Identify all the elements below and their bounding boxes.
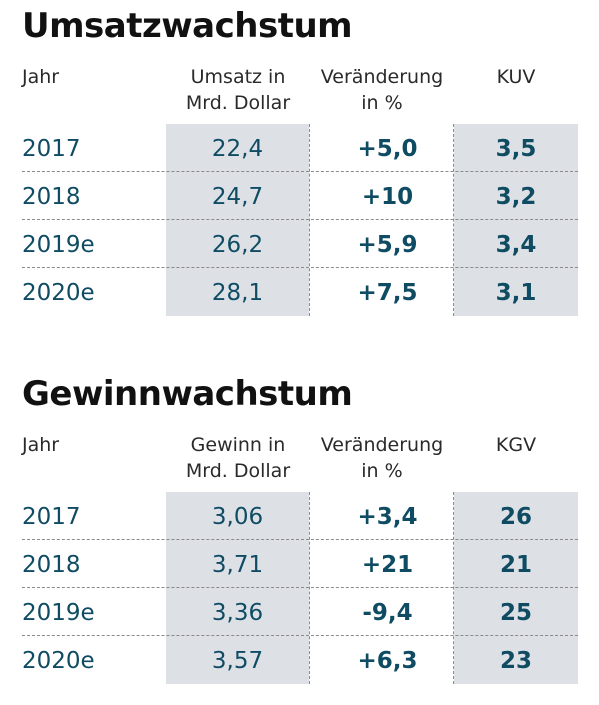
cell-value: 26,2 bbox=[211, 232, 264, 258]
cell-value: 3,71 bbox=[211, 552, 264, 578]
shaded-multiple-column bbox=[454, 124, 578, 316]
cell-value: 3,57 bbox=[211, 648, 264, 674]
header-year: Jahr bbox=[22, 434, 60, 456]
table-row: 2018 3,71 +21 21 bbox=[22, 539, 578, 588]
cell-multiple: 3,4 bbox=[495, 232, 537, 258]
cell-multiple: 26 bbox=[499, 504, 532, 530]
header-change-line-1: Veränderung bbox=[320, 66, 444, 88]
cell-value: 3,06 bbox=[211, 504, 264, 530]
header-change-line-2: in % bbox=[361, 92, 403, 114]
header-value-line-1: Gewinn in bbox=[190, 434, 286, 456]
cell-year: 2018 bbox=[22, 552, 81, 578]
header-change-line-1: Veränderung bbox=[320, 434, 444, 456]
header-change: Veränderung in % bbox=[310, 64, 454, 116]
cell-year: 2018 bbox=[22, 184, 81, 210]
cell-value: 3,36 bbox=[211, 600, 264, 626]
cell-year: 2017 bbox=[22, 504, 81, 530]
table-row: 2018 24,7 +10 3,2 bbox=[22, 171, 578, 220]
header-value: Gewinn in Mrd. Dollar bbox=[166, 432, 310, 484]
table-row: 2020e 3,57 +6,3 23 bbox=[22, 635, 578, 684]
column-divider bbox=[309, 124, 310, 316]
header-value-line-2: Mrd. Dollar bbox=[185, 92, 291, 114]
header-value-line-2: Mrd. Dollar bbox=[185, 460, 291, 482]
cell-multiple: 25 bbox=[499, 600, 532, 626]
cell-year: 2017 bbox=[22, 136, 81, 162]
table-row: 2020e 28,1 +7,5 3,1 bbox=[22, 267, 578, 316]
shaded-value-column bbox=[166, 492, 309, 684]
table-row: 2017 22,4 +5,0 3,5 bbox=[22, 124, 578, 172]
cell-change: -9,4 bbox=[362, 600, 413, 626]
table-title: Umsatzwachstum bbox=[22, 6, 353, 46]
shaded-value-column bbox=[166, 124, 309, 316]
cell-change: +6,3 bbox=[357, 648, 418, 674]
header-value-line-1: Umsatz in bbox=[190, 66, 286, 88]
cell-change: +5,0 bbox=[357, 136, 418, 162]
header-change: Veränderung in % bbox=[310, 432, 454, 484]
cell-multiple: 23 bbox=[499, 648, 532, 674]
column-divider bbox=[309, 492, 310, 684]
cell-change: +5,9 bbox=[357, 232, 418, 258]
cell-change: +21 bbox=[361, 552, 414, 578]
table-row: 2019e 26,2 +5,9 3,4 bbox=[22, 219, 578, 268]
cell-change: +7,5 bbox=[357, 280, 418, 306]
cell-value: 28,1 bbox=[211, 280, 264, 306]
cell-change: +10 bbox=[361, 184, 414, 210]
cell-value: 24,7 bbox=[211, 184, 264, 210]
cell-year: 2020e bbox=[22, 648, 95, 674]
cell-year: 2019e bbox=[22, 232, 95, 258]
cell-value: 22,4 bbox=[211, 136, 264, 162]
header-year: Jahr bbox=[22, 66, 60, 88]
header-change-line-2: in % bbox=[361, 460, 403, 482]
header-multiple: KGV bbox=[495, 434, 537, 456]
cell-multiple: 3,5 bbox=[495, 136, 537, 162]
cell-multiple: 21 bbox=[499, 552, 532, 578]
header-multiple: KUV bbox=[496, 66, 536, 88]
table-row: 2019e 3,36 -9,4 25 bbox=[22, 587, 578, 636]
cell-year: 2020e bbox=[22, 280, 95, 306]
cell-change: +3,4 bbox=[357, 504, 418, 530]
column-divider bbox=[453, 124, 454, 316]
shaded-multiple-column bbox=[454, 492, 578, 684]
table-row: 2017 3,06 +3,4 26 bbox=[22, 492, 578, 540]
cell-multiple: 3,1 bbox=[495, 280, 537, 306]
column-divider bbox=[453, 492, 454, 684]
table-title: Gewinnwachstum bbox=[22, 374, 353, 414]
cell-multiple: 3,2 bbox=[495, 184, 537, 210]
header-value: Umsatz in Mrd. Dollar bbox=[166, 64, 310, 116]
cell-year: 2019e bbox=[22, 600, 95, 626]
